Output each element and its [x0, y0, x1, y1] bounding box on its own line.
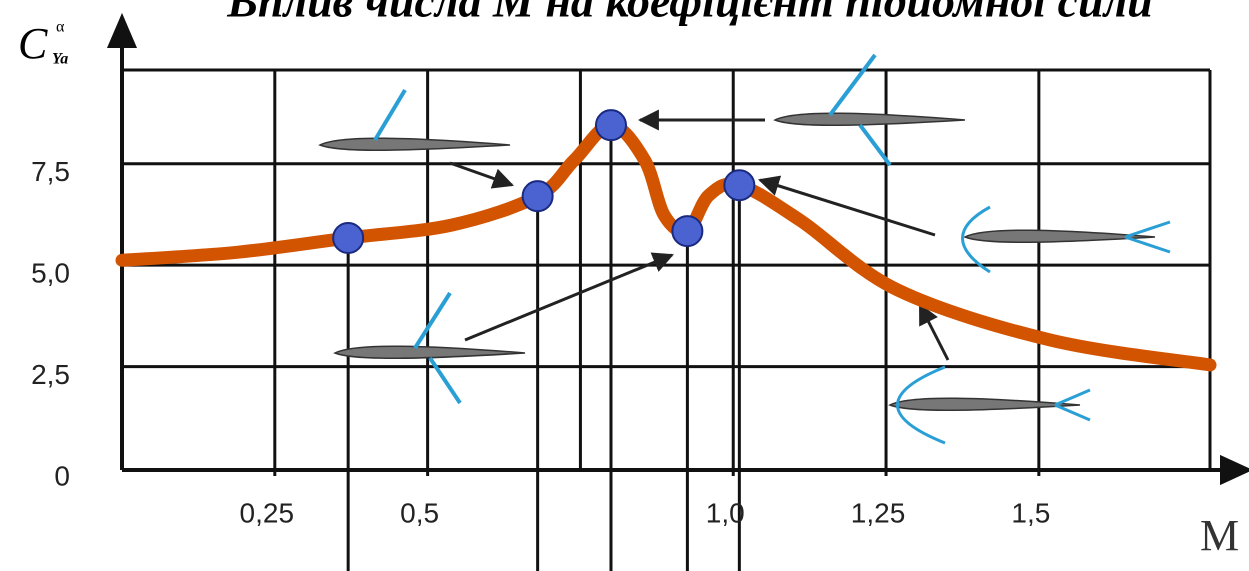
data-point [671, 215, 704, 248]
y-tick-label: 7,5 [31, 156, 70, 187]
data-point [332, 221, 365, 254]
arrows [449, 109, 950, 361]
airfoil [334, 291, 526, 405]
airfoil [889, 365, 1091, 445]
decorations [319, 53, 1171, 445]
y-tick-label: 2,5 [31, 359, 70, 390]
airfoil [961, 205, 1171, 274]
chart-title: Вплив числа М на коефіцієнт підйомної си… [226, 0, 1153, 27]
x-tick-label: 1,5 [1011, 497, 1050, 528]
data-point [723, 169, 756, 202]
y-axis-label-sup: α [56, 19, 65, 36]
y-axis-label: C [18, 19, 48, 68]
data-point [594, 109, 627, 142]
x-tick-label: 1,0 [706, 497, 745, 528]
airfoil [319, 88, 511, 152]
x-tick-label: 0,25 [240, 497, 295, 528]
y-axis-label-sub: Ya [52, 51, 68, 68]
grid [122, 68, 1212, 571]
data-point [521, 180, 554, 213]
airfoil [774, 53, 966, 167]
x-tick-label: 0,5 [400, 497, 439, 528]
x-axis-label: M [1200, 511, 1239, 560]
x-tick-label: 1,25 [851, 497, 906, 528]
data-line [115, 118, 1217, 372]
y-tick-label: 0 [54, 460, 70, 491]
y-tick-label: 5,0 [31, 258, 70, 289]
